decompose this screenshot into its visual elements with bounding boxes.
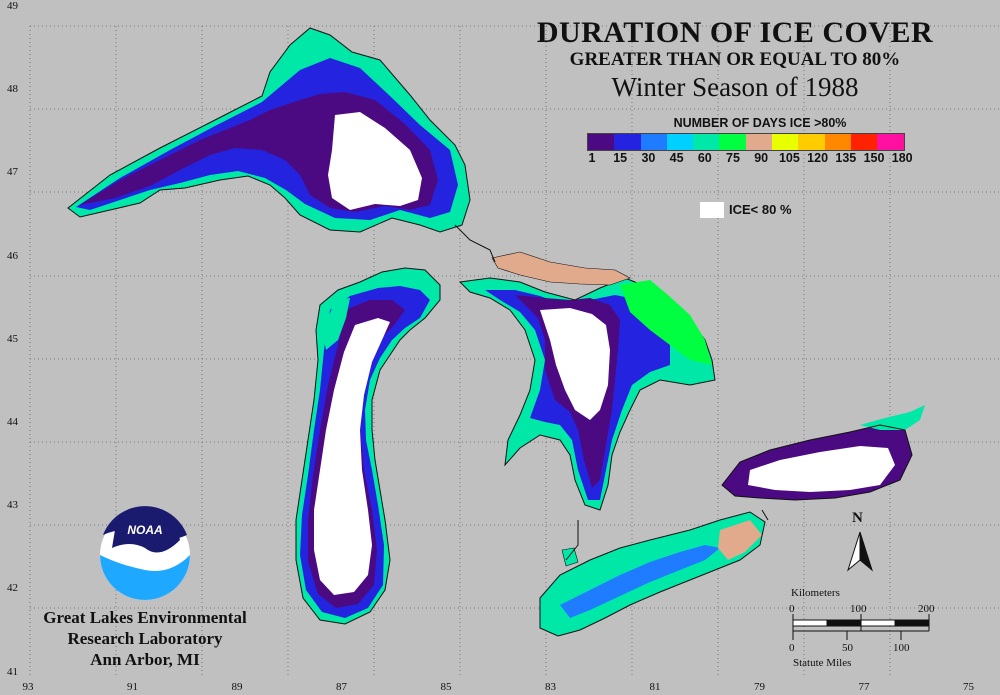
lake-michigan [295, 267, 441, 625]
noaa-logo-text: NOAA [127, 523, 163, 537]
scale-km-label: Kilometers [791, 587, 840, 599]
lat-label-44: 44 [7, 416, 18, 428]
legend-swatch-8 [798, 134, 825, 150]
lat-label-41: 41 [7, 665, 18, 678]
legend-color-bar [587, 133, 905, 151]
scale-mi-50: 50 [842, 642, 853, 654]
lon-label-89: 89 [231, 681, 243, 693]
lon-label-75: 75 [963, 681, 974, 693]
map-subtitle: GREATER THAN OR EQUAL TO 80% [569, 49, 901, 70]
scale-km-100: 100 [850, 603, 867, 615]
lon-label-79: 79 [754, 681, 765, 693]
legend-label-75: 75 [726, 151, 740, 165]
lon-label-91: 91 [127, 681, 138, 693]
lake-huron [458, 251, 716, 511]
legend-swatch-1 [614, 134, 641, 150]
lon-label-85: 85 [440, 681, 452, 693]
org-line3: Ann Arbor, MI [90, 650, 200, 669]
ice-below-80-label: ICE< 80 % [729, 202, 792, 217]
legend-label-90: 90 [754, 151, 769, 165]
legend-label-135: 135 [835, 151, 857, 165]
connecting-rivers [454, 224, 769, 561]
lat-label-45: 45 [7, 332, 18, 345]
noaa-logo [100, 506, 190, 600]
north-arrow [847, 531, 873, 572]
legend-label-15: 15 [613, 151, 628, 165]
legend-swatch-11 [877, 134, 904, 150]
lon-label-93: 93 [22, 681, 34, 693]
legend-label-150: 150 [863, 151, 885, 165]
legend-title: NUMBER OF DAYS ICE >80% [673, 116, 847, 130]
legend-swatch-5 [719, 134, 746, 150]
legend-swatch-7 [772, 134, 799, 150]
legend-label-120: 120 [807, 151, 829, 165]
lat-label-43: 43 [7, 499, 18, 512]
lat-label-49: 49 [7, 0, 18, 12]
lat-label-46: 46 [7, 249, 18, 262]
legend-swatch-0 [588, 134, 615, 150]
legend-label-60: 60 [697, 151, 712, 165]
lake-superior [67, 27, 471, 233]
legend-label-45: 45 [669, 151, 684, 165]
scale-km-200: 200 [918, 603, 935, 615]
org-line1: Great Lakes Environmental [43, 608, 247, 627]
legend-swatch-10 [850, 134, 878, 150]
lon-label-81: 81 [649, 681, 661, 693]
legend-label-105: 105 [778, 151, 800, 165]
legend-swatch-6 [745, 134, 773, 150]
legend-label-180: 180 [891, 151, 913, 165]
lat-label-42: 42 [7, 582, 18, 595]
map-title: DURATION OF ICE COVER [536, 16, 934, 49]
lat-label-47: 47 [7, 166, 18, 179]
north-label: N [852, 510, 863, 526]
lon-label-77: 77 [858, 681, 870, 693]
legend-label-1: 1 [588, 151, 596, 165]
scale-km-0: 0 [789, 603, 795, 615]
legend-swatch-2 [640, 134, 667, 150]
legend-swatch-4 [693, 134, 720, 150]
legend-swatch-3 [666, 134, 694, 150]
lake-erie [539, 511, 766, 637]
lat-label-48: 48 [7, 83, 18, 96]
scale-mi-0: 0 [789, 642, 795, 654]
lon-label-87: 87 [336, 681, 347, 693]
scale-bar [792, 614, 930, 640]
lake-ontario [721, 405, 925, 501]
season-label: Winter Season of 1988 [611, 72, 859, 102]
scale-mi-label: Statute Miles [793, 657, 852, 669]
legend-swatch-9 [824, 134, 851, 150]
org-line2: Research Laboratory [67, 629, 223, 648]
legend-label-30: 30 [641, 151, 656, 165]
lon-label-83: 83 [545, 681, 556, 693]
ice-below-80-swatch [700, 202, 724, 218]
scale-mi-100: 100 [893, 642, 910, 654]
